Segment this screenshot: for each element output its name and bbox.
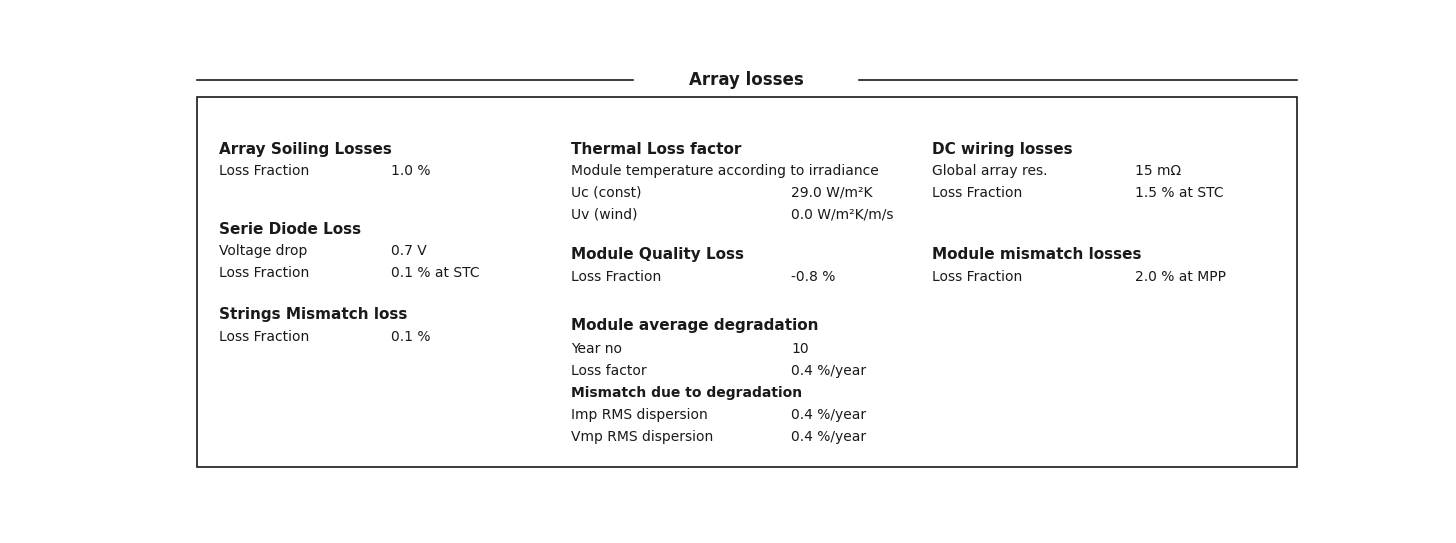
Text: 0.0 W/m²K/m/s: 0.0 W/m²K/m/s	[792, 208, 894, 222]
Text: Loss Fraction: Loss Fraction	[220, 164, 310, 178]
Text: 0.7 V: 0.7 V	[390, 244, 427, 258]
Text: 0.4 %/year: 0.4 %/year	[792, 364, 866, 378]
Text: -0.8 %: -0.8 %	[792, 269, 836, 283]
Text: Uc (const): Uc (const)	[571, 186, 642, 200]
Text: Year no: Year no	[571, 342, 622, 356]
Text: Global array res.: Global array res.	[932, 164, 1048, 178]
Text: Loss factor: Loss factor	[571, 364, 646, 378]
Text: Thermal Loss factor: Thermal Loss factor	[571, 142, 741, 157]
Text: 15 mΩ: 15 mΩ	[1136, 164, 1182, 178]
Text: Module Quality Loss: Module Quality Loss	[571, 247, 744, 262]
Text: 0.1 % at STC: 0.1 % at STC	[390, 266, 479, 280]
Text: 1.5 % at STC: 1.5 % at STC	[1136, 186, 1224, 200]
Text: Module temperature according to irradiance: Module temperature according to irradian…	[571, 164, 879, 178]
Text: 29.0 W/m²K: 29.0 W/m²K	[792, 186, 872, 200]
Text: 0.4 %/year: 0.4 %/year	[792, 408, 866, 422]
Text: Voltage drop: Voltage drop	[220, 244, 307, 258]
Text: 1.0 %: 1.0 %	[390, 164, 431, 178]
Text: Loss Fraction: Loss Fraction	[220, 266, 310, 280]
Text: Loss Fraction: Loss Fraction	[932, 186, 1022, 200]
Text: Array losses: Array losses	[689, 71, 804, 89]
Text: Loss Fraction: Loss Fraction	[220, 330, 310, 344]
FancyBboxPatch shape	[197, 97, 1297, 466]
Text: Uv (wind): Uv (wind)	[571, 208, 638, 222]
Text: Imp RMS dispersion: Imp RMS dispersion	[571, 408, 708, 422]
Text: 10: 10	[792, 342, 810, 356]
Text: Vmp RMS dispersion: Vmp RMS dispersion	[571, 430, 713, 444]
Text: Array Soiling Losses: Array Soiling Losses	[220, 142, 392, 157]
Text: Module mismatch losses: Module mismatch losses	[932, 247, 1142, 262]
Text: DC wiring losses: DC wiring losses	[932, 142, 1073, 157]
Text: Module average degradation: Module average degradation	[571, 318, 818, 333]
Text: Loss Fraction: Loss Fraction	[571, 269, 661, 283]
Text: 2.0 % at MPP: 2.0 % at MPP	[1136, 269, 1226, 283]
Text: Loss Fraction: Loss Fraction	[932, 269, 1022, 283]
Text: Serie Diode Loss: Serie Diode Loss	[220, 222, 361, 237]
Text: Strings Mismatch loss: Strings Mismatch loss	[220, 307, 408, 323]
Text: Mismatch due to degradation: Mismatch due to degradation	[571, 386, 802, 400]
Text: 0.1 %: 0.1 %	[390, 330, 431, 344]
Text: 0.4 %/year: 0.4 %/year	[792, 430, 866, 444]
